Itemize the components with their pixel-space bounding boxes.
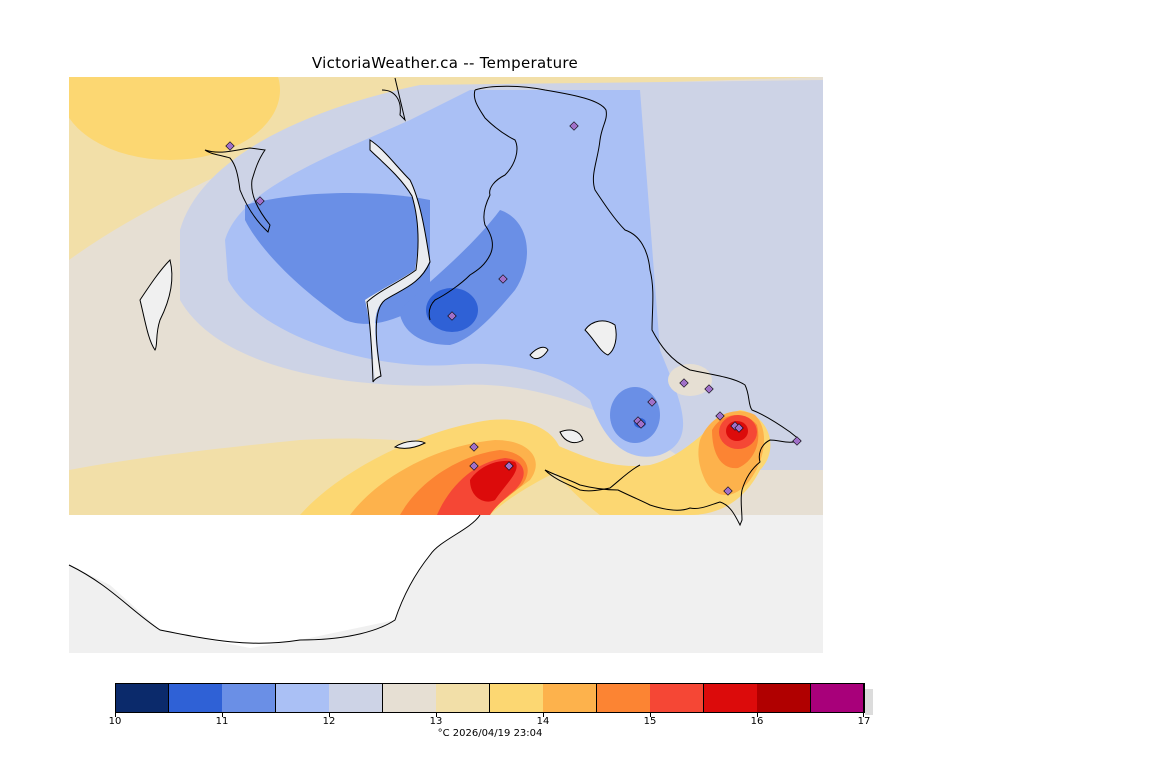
south-land (69, 515, 480, 648)
weather-stations (225, 121, 802, 496)
colorbar-swatch (222, 683, 276, 713)
units-and-timestamp: °C 2026/04/19 23:04 (437, 728, 543, 739)
colorbar-tick (543, 713, 544, 717)
colorbar-tick-label: 16 (750, 716, 764, 727)
colorbar-swatch (275, 683, 330, 713)
colorbar-tick-label: 10 (108, 716, 122, 727)
colorbar-tick (757, 713, 758, 717)
coastlines (68, 77, 801, 644)
colorbar-swatch (757, 683, 811, 713)
colorbar-swatch (436, 683, 490, 713)
colorbar-swatch (543, 683, 597, 713)
colorbar-tick-label: 13 (429, 716, 443, 727)
temperature-field (69, 77, 823, 515)
colorbar-tick (650, 713, 651, 717)
colorbar-tick-label: 14 (536, 716, 550, 727)
temperature-colorbar (115, 683, 865, 717)
map-title: VictoriaWeather.ca -- Temperature (311, 54, 579, 72)
colorbar-frame (115, 683, 864, 713)
colorbar-tick (115, 713, 116, 717)
colorbar-swatch (596, 683, 651, 713)
colorbar-tick (863, 713, 864, 717)
colorbar-swatch (168, 683, 223, 713)
colorbar-swatch (810, 683, 865, 713)
colorbar-tick (222, 713, 223, 717)
colorbar-tick (329, 713, 330, 717)
colorbar-tick-label: 12 (322, 716, 336, 727)
colorbar-tick-label: 11 (215, 716, 229, 727)
colorbar-tick-label: 17 (857, 716, 871, 727)
colorbar-shadow (865, 689, 873, 715)
colorbar-tick-label: 15 (643, 716, 657, 727)
colorbar-tick (436, 713, 437, 717)
